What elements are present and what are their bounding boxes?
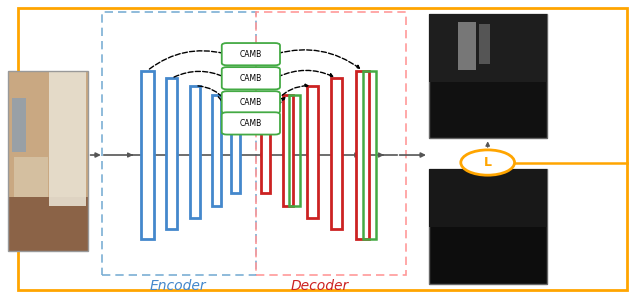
FancyBboxPatch shape <box>222 112 280 135</box>
Text: CAMB: CAMB <box>240 119 262 128</box>
FancyBboxPatch shape <box>222 67 280 89</box>
Bar <box>262 105 270 193</box>
Bar <box>363 71 376 239</box>
Bar <box>289 95 300 206</box>
Bar <box>331 78 342 229</box>
Bar <box>211 95 221 206</box>
Bar <box>283 95 293 206</box>
Bar <box>429 14 547 82</box>
FancyArrowPatch shape <box>277 70 333 77</box>
Bar <box>307 86 318 218</box>
Bar <box>8 71 88 251</box>
Bar <box>102 12 256 275</box>
FancyArrowPatch shape <box>276 84 308 100</box>
Bar <box>141 71 154 239</box>
Bar <box>8 197 88 251</box>
Text: CAMB: CAMB <box>240 74 262 83</box>
Text: Encoder: Encoder <box>150 279 206 293</box>
Bar <box>232 105 240 193</box>
FancyArrowPatch shape <box>174 71 225 77</box>
Text: CAMB: CAMB <box>240 98 262 107</box>
Bar <box>166 78 177 229</box>
Bar <box>429 14 547 138</box>
FancyArrowPatch shape <box>218 97 227 121</box>
FancyBboxPatch shape <box>222 43 280 65</box>
FancyArrowPatch shape <box>149 51 224 69</box>
Bar <box>49 71 86 206</box>
Bar <box>12 98 26 152</box>
FancyArrowPatch shape <box>275 98 285 121</box>
Text: Decoder: Decoder <box>291 279 349 293</box>
Bar <box>356 71 369 239</box>
Bar <box>429 169 547 284</box>
FancyArrowPatch shape <box>278 50 360 68</box>
Bar <box>479 23 490 64</box>
Bar <box>190 86 200 218</box>
Bar <box>458 22 476 70</box>
Text: CAMB: CAMB <box>240 50 262 59</box>
Bar <box>256 12 406 275</box>
Bar <box>429 169 547 226</box>
Bar <box>14 157 47 197</box>
FancyBboxPatch shape <box>222 91 280 113</box>
FancyArrowPatch shape <box>198 86 225 100</box>
Circle shape <box>461 150 515 175</box>
Bar <box>8 71 88 197</box>
Text: L: L <box>484 156 492 169</box>
